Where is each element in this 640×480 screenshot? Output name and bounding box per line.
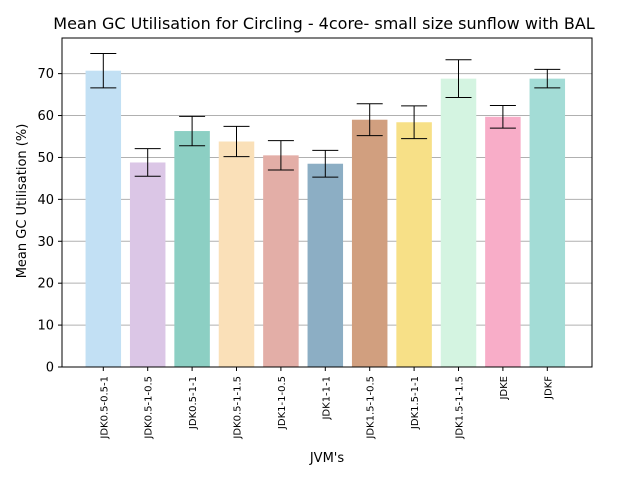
y-tick-label: 20 (37, 277, 54, 292)
y-tick-label: 50 (37, 151, 54, 166)
bar-JDK1.5-1-1 (396, 122, 432, 368)
y-axis-label: Mean GC Utilisation (%) (15, 124, 30, 279)
x-tick-label: JDK1.5-1-1 (410, 376, 421, 430)
error-bars (90, 53, 561, 178)
bar-JDK0.5-1-1.5 (218, 141, 255, 367)
x-tick-label: JDK1.5-1-0.5 (366, 376, 377, 440)
x-tick-label: JDK0.5-0.5-1 (99, 376, 110, 440)
bar-JDK1.5-1-0.5 (351, 119, 388, 368)
x-tick-label: JDKF (543, 376, 554, 400)
bars (85, 70, 566, 368)
chart-title: Mean GC Utilisation for Circling - 4core… (53, 14, 595, 33)
plot-area-frame (61, 37, 593, 368)
x-tick-label: JDK0.5-1-0.5 (144, 376, 155, 440)
bar-JDK1-1-0.5 (263, 155, 299, 367)
x-tick-label: JDK0.5-1-1.5 (233, 376, 244, 440)
y-tick-label: 60 (37, 109, 54, 124)
bar-JDK0.5-1-1 (174, 131, 210, 367)
bar-JDKF (529, 78, 566, 367)
bar-JDKE (485, 116, 521, 367)
x-tick-label: JDKE (499, 376, 510, 401)
y-tick-label: 30 (37, 235, 54, 250)
bar-JDK1.5-1-1.5 (440, 78, 477, 367)
x-tick-label: JDK1-1-0.5 (277, 376, 288, 430)
y-tick-label: 70 (37, 67, 54, 82)
y-tick-label: 40 (37, 193, 54, 208)
bar-JDK0.5-0.5-1 (85, 70, 122, 368)
y-axis-ticks: 0 10 20 30 40 50 60 70 (37, 67, 62, 376)
bar-JDK0.5-1-0.5 (129, 162, 166, 367)
bar-JDK1-1-1 (307, 163, 344, 367)
x-axis-ticks: JDK0.5-0.5-1 JDK0.5-1-0.5 JDK0.5-1-1 JDK0.5… (99, 367, 554, 440)
y-tick-label: 10 (37, 319, 54, 334)
x-tick-label: JDK1-1-1 (321, 376, 332, 421)
x-tick-label: JDK1.5-1-1.5 (455, 376, 466, 440)
y-tick-label: 0 (46, 361, 54, 376)
x-axis-label: JVM's (309, 451, 345, 466)
x-tick-label: JDK0.5-1-1 (188, 376, 199, 430)
